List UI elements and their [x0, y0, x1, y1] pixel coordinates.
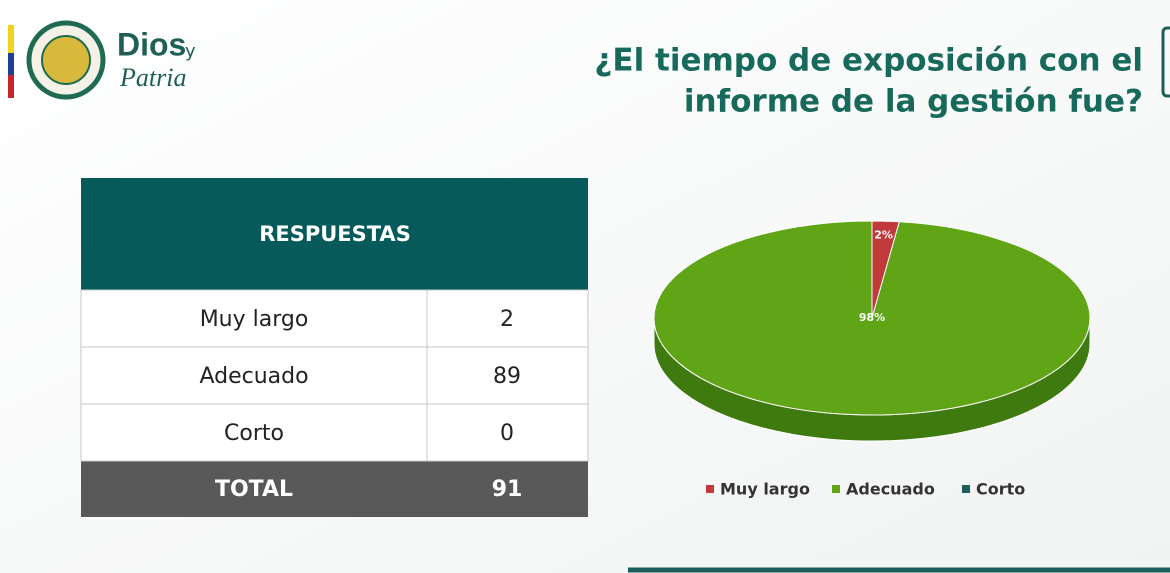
table-total-value: 91 — [492, 477, 523, 502]
logo-emblem-inner — [41, 35, 91, 85]
table-header-bg — [81, 178, 588, 290]
title-line: informe de la gestión fue? — [684, 84, 1143, 120]
table-cell: Muy largo — [200, 307, 309, 332]
edge-tab — [1161, 26, 1170, 98]
logo-word: Dios — [117, 26, 186, 62]
data-label: 2% — [874, 229, 893, 242]
legend-swatch — [832, 485, 840, 493]
logo-word: y — [185, 41, 196, 62]
legend-swatch — [706, 485, 714, 493]
pie-slice — [653, 220, 1091, 416]
data-label: 98% — [859, 311, 885, 324]
flag-red — [8, 75, 14, 98]
logo-word: Patria — [119, 63, 186, 92]
table-cell: 0 — [500, 421, 514, 446]
legend-label: Adecuado — [846, 480, 935, 499]
legend-label: Muy largo — [720, 480, 810, 499]
title-line: ¿El tiempo de exposición con el — [594, 43, 1143, 79]
table: RESPUESTAS TOTAL 91 Muy largo 2 Adecuado 89… — [80, 178, 589, 517]
flag-blue — [8, 53, 14, 75]
table-cell: Adecuado — [199, 364, 308, 389]
table-cell: 89 — [493, 364, 521, 389]
table-row-bg — [80, 403, 589, 462]
table-total-label: TOTAL — [215, 477, 293, 502]
table-cell: Corto — [224, 421, 284, 446]
table-header: RESPUESTAS — [259, 222, 411, 246]
flag-yellow — [8, 25, 14, 53]
table-row-bg — [80, 346, 589, 405]
legend-label: Corto — [976, 480, 1025, 499]
table-cell: 2 — [500, 307, 514, 332]
pie-chart: 2% 98% Muy largo Adecuado Corto — [653, 220, 1091, 499]
legend-swatch — [962, 485, 970, 493]
table-row-bg — [80, 289, 589, 348]
table-total-bg — [81, 461, 588, 517]
